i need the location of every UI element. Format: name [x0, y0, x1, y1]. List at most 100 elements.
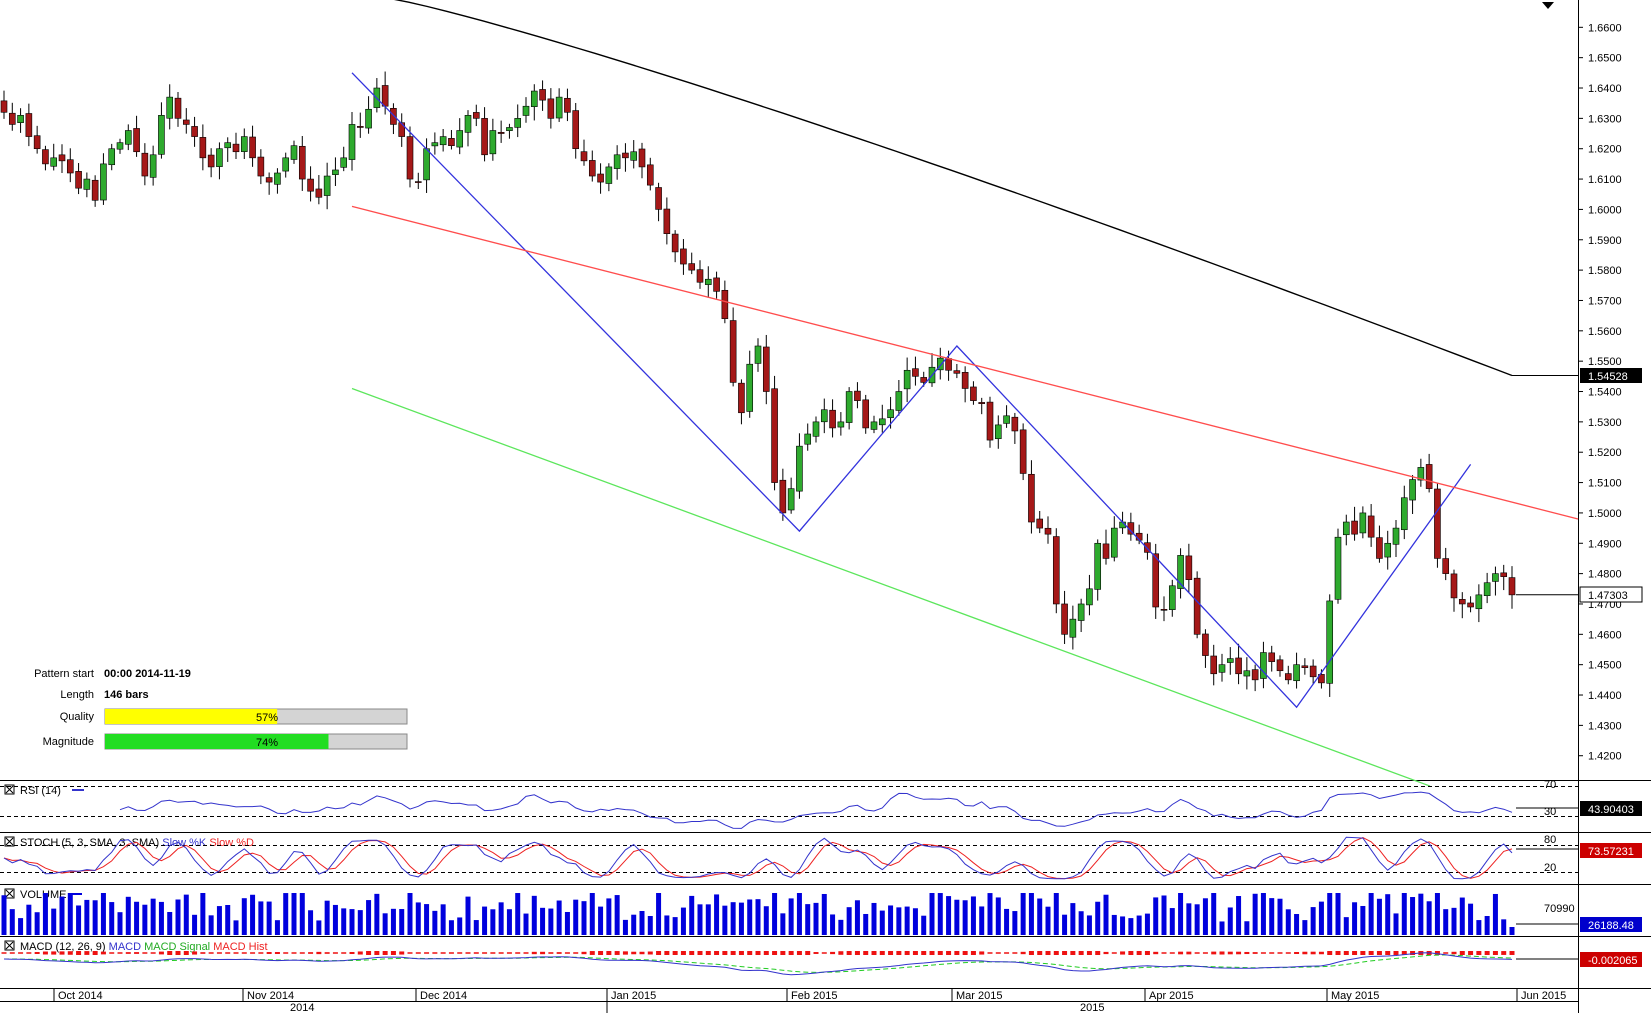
macd-hist-bar	[1277, 952, 1283, 954]
price-tick-label: 1.5900	[1588, 235, 1622, 247]
macd-hist-bar	[76, 951, 82, 955]
volume-bar	[1410, 897, 1416, 935]
volume-bar	[250, 894, 256, 935]
candle	[1442, 547, 1450, 581]
macd-hist-bar	[1343, 951, 1349, 955]
macd-hist-bar	[341, 952, 347, 954]
macd-hist-bar	[1227, 951, 1233, 955]
candle	[688, 252, 696, 275]
macd-hist-bar	[374, 951, 380, 955]
price-tick-label: 1.5700	[1588, 295, 1622, 307]
volume-bar	[515, 893, 521, 935]
length-value: 146 bars	[104, 689, 149, 701]
candle	[1417, 458, 1425, 487]
candle	[1069, 605, 1077, 650]
volume-bar	[780, 913, 786, 935]
macd-hist-bar	[946, 951, 952, 955]
candle	[779, 468, 787, 521]
candle	[1218, 653, 1226, 682]
macd-hist-bar	[1327, 951, 1333, 955]
volume-bar	[1186, 903, 1192, 935]
macd-hist-bar	[1318, 951, 1324, 955]
volume-bar	[1070, 903, 1076, 935]
candle	[895, 379, 903, 416]
volume-bar	[631, 914, 637, 935]
macd-hist-bar	[1086, 951, 1092, 955]
volume-bar	[1227, 907, 1233, 935]
macd-hist-bar	[448, 952, 454, 954]
macd-hist-bar	[274, 952, 280, 954]
volume-bar	[1393, 913, 1399, 935]
volume-bar	[1111, 914, 1117, 935]
candle	[530, 84, 538, 121]
candle	[704, 266, 712, 298]
macd-hist-bar	[1476, 951, 1482, 955]
volume-bar	[59, 896, 65, 935]
macd-hist-bar	[730, 951, 736, 955]
volume-bar	[738, 902, 744, 935]
price-tick-label: 1.4800	[1588, 569, 1622, 581]
candle	[323, 162, 331, 210]
volume-bar	[838, 919, 844, 935]
candle	[862, 394, 870, 434]
macd-hist-bar	[581, 951, 587, 955]
volume-bar	[1045, 906, 1051, 935]
volume-bar	[879, 910, 885, 935]
ma-price-text: 1.54528	[1588, 371, 1628, 383]
macd-hist-bar	[498, 952, 504, 954]
macd-hist-bar	[183, 951, 189, 955]
macd-hist-bar	[175, 951, 181, 955]
candle	[837, 412, 845, 436]
macd-hist-bar	[134, 952, 140, 954]
price-tick-label: 1.5500	[1588, 356, 1622, 368]
volume-bar	[1037, 898, 1043, 935]
volume-bar	[1451, 907, 1457, 935]
candle	[224, 137, 232, 162]
volume-bar	[1327, 893, 1333, 935]
candle	[1086, 574, 1093, 616]
stoch-slow-k-line	[3, 836, 1513, 880]
macd-hist-bar	[1128, 951, 1134, 955]
macd-hist-bar	[995, 952, 1001, 954]
pattern-info: Pattern start 00:00 2014-11-19 Length 14…	[34, 668, 408, 750]
macd-hist-bar	[192, 951, 198, 955]
price-tick-label: 1.5200	[1588, 447, 1622, 459]
macd-hist-bar	[912, 951, 918, 955]
macd-hist-bar	[515, 952, 521, 954]
candle	[158, 102, 165, 159]
volume-bar	[962, 900, 968, 935]
macd-hist-bar	[962, 951, 968, 955]
scroll-marker-icon[interactable]	[1542, 2, 1554, 9]
macd-hist-bar	[738, 951, 744, 955]
candle	[522, 97, 530, 123]
candle	[448, 130, 455, 150]
volume-panel: VOLUME 70990 26188.48	[1, 888, 1642, 935]
volume-bar	[664, 915, 670, 935]
macd-hist-bar	[216, 952, 222, 954]
macd-hist-bar	[34, 952, 40, 954]
volume-bar	[697, 904, 703, 935]
volume-bar	[117, 912, 123, 935]
volume-bar	[689, 895, 695, 935]
volume-bar	[970, 896, 976, 935]
volume-bar	[705, 904, 711, 935]
macd-hist-bar	[954, 951, 960, 955]
candle	[605, 163, 613, 192]
candle	[207, 148, 215, 178]
macd-hist-bar	[548, 952, 554, 954]
price-tick-label: 1.5800	[1588, 265, 1622, 277]
macd-hist-bar	[970, 951, 976, 955]
macd-hist-bar	[1194, 952, 1200, 954]
candle	[332, 157, 339, 186]
macd-hist-bar	[167, 951, 173, 955]
candle	[953, 363, 961, 379]
volume-bar	[1128, 918, 1134, 935]
macd-hist-bar	[1310, 951, 1316, 955]
macd-hist-bar	[589, 951, 595, 955]
macd-hist-bar	[208, 952, 214, 954]
volume-bar	[1285, 909, 1291, 935]
macd-hist-bar	[755, 951, 761, 955]
macd-hist-bar	[929, 951, 935, 955]
candle	[1508, 566, 1516, 609]
candle	[133, 115, 140, 157]
